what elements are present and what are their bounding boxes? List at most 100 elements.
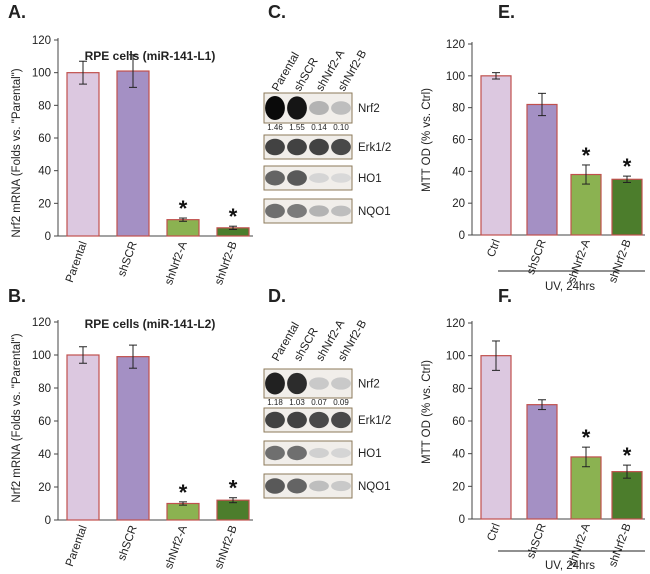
band-quantification: 1.18: [267, 398, 283, 407]
band-quantification: 1.03: [289, 398, 305, 407]
protein-label: NQO1: [358, 481, 391, 493]
blot-band: [309, 138, 329, 156]
bar-chart-B: B. RPE cells (miR-141-L2) Nrf2 mRNA (Folds…: [8, 286, 253, 571]
y-tick-label: 80: [452, 383, 465, 395]
chart-title: RPE cells (miR-141-L1): [85, 49, 216, 63]
band-quantification: 0.09: [333, 398, 349, 407]
y-tick-label: 60: [452, 416, 465, 428]
protein-label: Erk1/2: [358, 415, 391, 427]
y-tick-label: 40: [38, 166, 51, 178]
blot-band: [265, 372, 285, 395]
blot-band: [287, 204, 307, 218]
category-label: shNrf2-A: [163, 240, 190, 287]
y-tick-label: 0: [45, 515, 51, 527]
category-label: shSCR: [525, 522, 549, 560]
y-tick-label: 20: [452, 198, 465, 210]
y-axis-title: MTT OD (% vs. Ctrl): [421, 88, 433, 192]
protein-label: HO1: [358, 173, 382, 185]
y-tick-label: 40: [452, 449, 465, 461]
y-tick-label: 100: [32, 350, 51, 362]
category-label: shNrf2-B: [213, 524, 240, 571]
significance-star: *: [229, 476, 238, 501]
category-label: shNrf2-A: [566, 238, 593, 285]
band-quantification: 0.10: [333, 123, 349, 132]
significance-star: *: [229, 204, 238, 229]
panel-label: A.: [8, 2, 26, 22]
blot-band: [265, 478, 285, 494]
blot-band: [287, 170, 307, 186]
blot-row-NQO1: NQO1: [263, 473, 391, 499]
y-tick-label: 100: [32, 68, 51, 80]
protein-label: Erk1/2: [358, 142, 391, 154]
y-tick-label: 0: [459, 514, 465, 526]
blot-band: [287, 411, 307, 429]
y-tick-label: 100: [446, 71, 465, 83]
y-tick-label: 100: [446, 351, 465, 363]
panel-label: C.: [268, 2, 286, 22]
blot-row-Erk1/2: Erk1/2: [263, 134, 391, 160]
blot-band: [331, 480, 351, 492]
blot-band: [265, 170, 285, 186]
protein-label: NQO1: [358, 206, 391, 218]
category-label: shNrf2-A: [163, 524, 190, 571]
band-quantification: 1.55: [289, 123, 305, 132]
blot-band: [287, 138, 307, 156]
blot-band: [309, 411, 329, 429]
band-quantification: 0.14: [311, 123, 327, 132]
y-tick-label: 40: [38, 449, 51, 461]
panel-label: F.: [498, 286, 512, 306]
bar-Ctrl: [480, 75, 512, 236]
category-label: Parental: [64, 524, 90, 568]
bar-chart-E: E. MTT OD (% vs. Ctrl) 0 20 40 60 80 100 120 Ctrl…: [421, 2, 645, 293]
chart-title: RPE cells (miR-141-L2): [85, 317, 216, 331]
y-tick-label: 120: [32, 317, 51, 329]
bar-shSCR: [526, 103, 558, 236]
significance-star: *: [179, 196, 188, 221]
blot-band: [265, 445, 285, 461]
bar-chart-A: A. RPE cells (miR-141-L1) Nrf2 mRNA (Folds…: [8, 2, 253, 287]
band-quantification: 1.46: [267, 123, 283, 132]
x-axis-title: UV, 24hrs: [545, 281, 595, 293]
panel-label: E.: [498, 2, 515, 22]
bar-shSCR: [116, 356, 150, 521]
blot-band: [265, 96, 285, 120]
blot-band: [287, 96, 307, 120]
significance-star: *: [582, 143, 591, 168]
category-label: shNrf2-B: [607, 238, 634, 285]
protein-label: Nrf2: [358, 103, 380, 115]
blot-band: [287, 372, 307, 395]
y-tick-label: 0: [459, 230, 465, 242]
y-tick-label: 60: [38, 416, 51, 428]
y-tick-label: 60: [38, 133, 51, 145]
blot-band: [309, 377, 329, 390]
category-label: Ctrl: [485, 522, 502, 543]
band-quantification: 0.07: [311, 398, 327, 407]
blot-band: [309, 100, 329, 116]
y-tick-label: 40: [452, 166, 465, 178]
y-tick-label: 60: [452, 135, 465, 147]
blot-band: [309, 448, 329, 458]
protein-label: Nrf2: [358, 379, 380, 391]
blot-band: [287, 478, 307, 494]
bar-shSCR: [116, 70, 150, 237]
blot-band: [331, 377, 351, 390]
significance-star: *: [623, 154, 632, 179]
y-tick-label: 20: [38, 482, 51, 494]
y-tick-label: 120: [446, 318, 465, 330]
blot-band: [265, 138, 285, 156]
protein-label: HO1: [358, 448, 382, 460]
y-axis-title: Nrf2 mRNA (Folds vs. "Parental"): [11, 333, 23, 502]
x-axis-title: UV, 24hrs: [545, 560, 595, 572]
blot-row-Erk1/2: Erk1/2: [263, 407, 391, 433]
y-tick-label: 20: [38, 198, 51, 210]
significance-star: *: [179, 480, 188, 505]
y-tick-label: 20: [452, 481, 465, 493]
blot-band: [309, 205, 329, 217]
blot-row-HO1: HO1: [263, 440, 382, 466]
panel-label: B.: [8, 286, 26, 306]
blot-band: [265, 203, 285, 219]
y-tick-label: 120: [446, 39, 465, 51]
bar-shSCR: [526, 404, 558, 520]
